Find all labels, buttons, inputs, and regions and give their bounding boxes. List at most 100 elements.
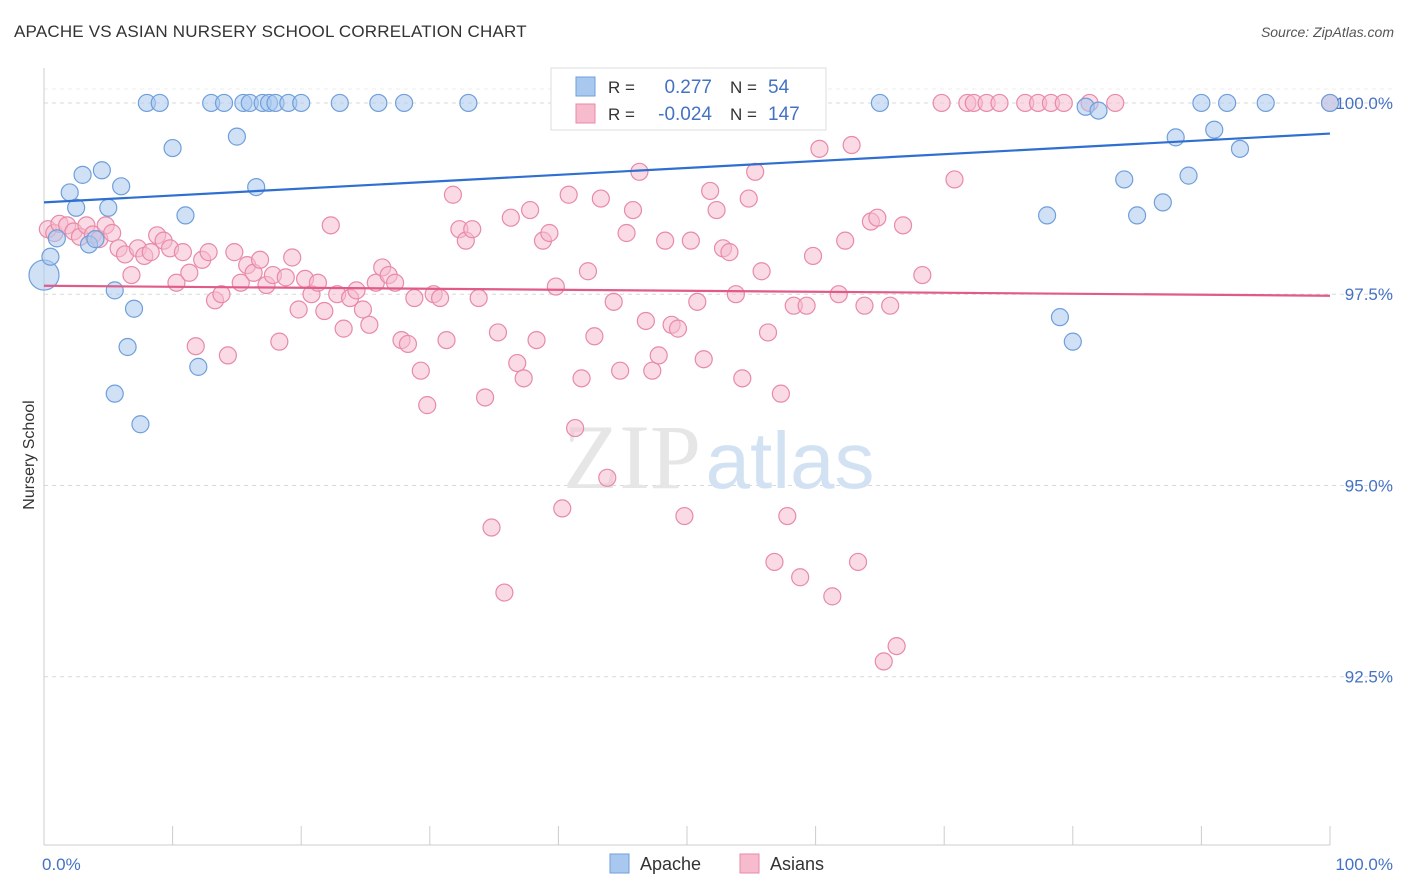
asians-point: [566, 418, 585, 438]
asians-point: [874, 652, 893, 671]
apache-point: [1166, 128, 1185, 147]
asians-point: [656, 231, 675, 250]
watermark-zip: ZIP: [563, 406, 701, 508]
asians-point: [212, 285, 231, 304]
asians-point: [765, 552, 784, 572]
apache-point: [1320, 93, 1340, 113]
apache-point: [1256, 93, 1275, 113]
trend-lines: [43, 132, 1331, 297]
asians-point: [521, 200, 540, 220]
asians-point: [553, 499, 572, 518]
apache-point: [41, 247, 60, 266]
asians-point: [276, 268, 295, 287]
asians-point: [829, 285, 848, 304]
apache-point: [214, 93, 234, 113]
asians-point: [141, 243, 160, 262]
apache-point: [131, 415, 150, 434]
asians-point: [218, 346, 237, 365]
stats-swatch: [575, 76, 596, 97]
y-tick-label: 92.5%: [1345, 668, 1393, 687]
asians-point: [578, 262, 598, 281]
asians-point: [707, 200, 726, 220]
asians-point: [887, 636, 906, 656]
asians-point: [758, 323, 778, 342]
asians-point: [527, 331, 546, 350]
apache-point: [330, 93, 349, 113]
legend-swatch-apache: [609, 853, 630, 874]
apache-point: [394, 93, 414, 113]
series-apache-points: [28, 93, 1340, 434]
apache-point: [1127, 206, 1147, 225]
asians-point: [913, 265, 932, 285]
asians-point: [398, 334, 418, 354]
asians-point: [508, 353, 527, 373]
asians-point: [482, 518, 501, 537]
asians-point: [443, 185, 463, 204]
y-tick-label: 100.0%: [1335, 94, 1393, 113]
asians-point: [475, 388, 495, 407]
watermark-atlas: atlas: [706, 416, 875, 505]
axes: [43, 68, 1331, 846]
apache-point: [1050, 308, 1070, 327]
asians-point: [990, 93, 1009, 113]
asians-point: [746, 162, 765, 181]
asians-point: [250, 250, 270, 269]
asians-point: [430, 288, 450, 308]
apache-point: [124, 299, 144, 318]
apache-point: [47, 229, 66, 248]
apache-point: [150, 93, 169, 113]
stats-r-label: R =: [608, 78, 635, 97]
stats-n-label: N =: [730, 105, 757, 124]
asians-point: [893, 216, 913, 235]
apache-point: [1230, 139, 1250, 158]
asians-point: [405, 288, 424, 308]
asians-point: [321, 216, 340, 235]
asians-point: [868, 208, 887, 227]
asians-point: [848, 552, 868, 572]
apache-point: [1063, 332, 1082, 351]
asians-point: [122, 265, 141, 285]
apache-point: [92, 161, 111, 180]
asians-point: [797, 296, 816, 315]
asians-point: [347, 281, 366, 300]
asians-point: [611, 361, 630, 380]
asians-point: [283, 248, 302, 267]
asians-point: [791, 568, 810, 587]
asians-point: [643, 361, 662, 380]
asians-point: [186, 337, 205, 356]
asians-point: [514, 369, 533, 388]
apache-point: [1037, 206, 1057, 225]
x-tick-label: 100.0%: [1335, 855, 1393, 874]
stats-r-value: 0.277: [664, 77, 712, 98]
stats-n-value: 54: [768, 77, 790, 98]
asians-point: [623, 200, 643, 220]
apache-point: [1089, 101, 1108, 120]
asians-point: [173, 243, 192, 262]
asians-point: [546, 277, 565, 296]
asians-point: [668, 319, 688, 338]
asians-point: [199, 243, 218, 262]
legend-label-apache: Apache: [640, 854, 701, 874]
apache-point: [60, 183, 79, 202]
asians-point: [540, 223, 559, 243]
legend-swatch-asians: [739, 853, 760, 874]
apache-point: [1115, 170, 1134, 189]
apache-point: [1179, 166, 1198, 185]
apache-point: [870, 93, 890, 113]
asians-point: [932, 93, 951, 113]
tick-labels: 100.0% 97.5% 95.0% 92.5% 0.0% 100.0%: [42, 94, 1393, 874]
asians-point: [411, 361, 430, 380]
asians-point: [353, 300, 373, 319]
stats-r-label: R =: [608, 105, 635, 124]
asians-point: [225, 243, 244, 262]
chart-title: APACHE VS ASIAN NURSERY SCHOOL CORRELATI…: [14, 22, 527, 41]
asians-point: [585, 327, 604, 346]
asians-point: [778, 506, 797, 526]
apache-point: [163, 138, 182, 158]
y-tick-label: 97.5%: [1345, 285, 1393, 304]
asians-point: [739, 189, 758, 208]
asians-point: [836, 231, 855, 250]
series-asians-points: [38, 93, 1340, 671]
asians-point: [752, 262, 771, 281]
